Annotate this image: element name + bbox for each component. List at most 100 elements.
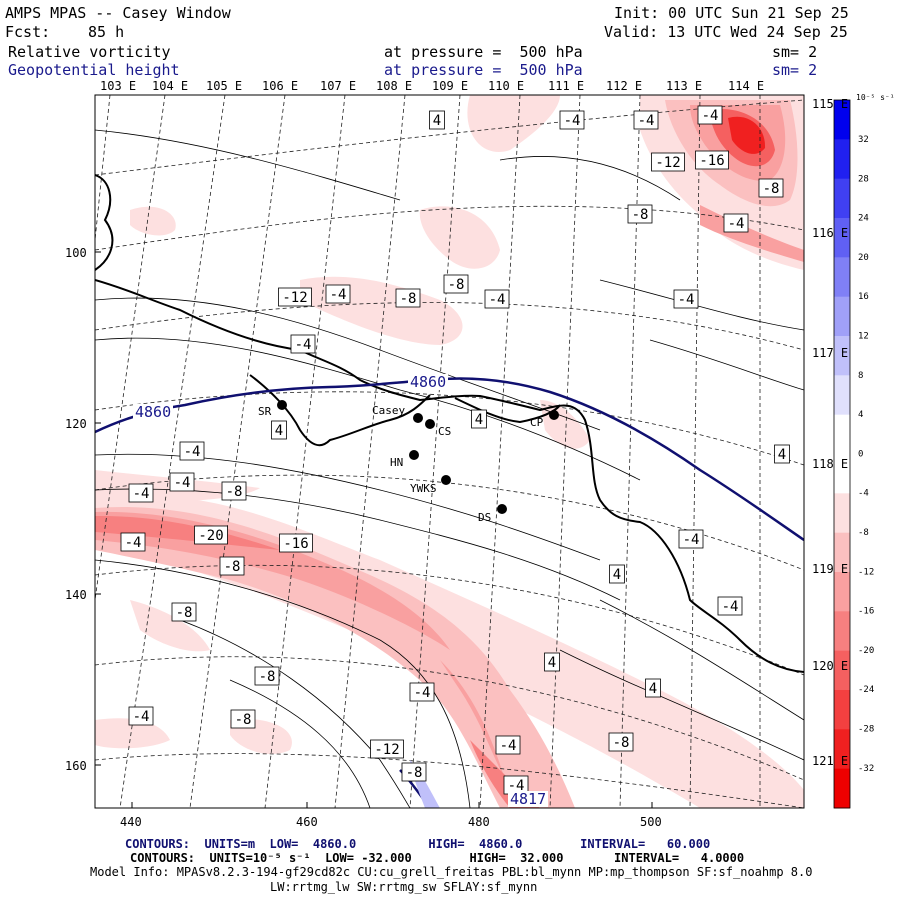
svg-text:-4: -4: [125, 535, 142, 551]
colorbar-segment: [834, 532, 850, 573]
height-label-bg: [508, 791, 548, 807]
valid-time: Valid: 13 UTC Wed 24 Sep 25: [604, 23, 848, 41]
colorbar-label: -12: [858, 567, 874, 577]
right-longitude-labels: 115 E 116 E 117 E 118 E 119 E 120 E 121 E: [812, 97, 848, 768]
height-labels: 4860 4860 4817: [133, 373, 548, 808]
colorbar-label: 12: [858, 332, 869, 342]
top-longitude-label: 109 E: [432, 79, 468, 93]
colorbar-segment: [834, 650, 850, 691]
vorticity-label: -4: [169, 472, 195, 492]
colorbar-segment: [834, 414, 850, 455]
colorbar: 10⁻⁵ s⁻¹ 32 28 24 20 16 12 8 4 0 -4 -8 -12 -16 -20 -24 -…: [834, 93, 895, 809]
right-longitude-label: 118 E: [812, 457, 848, 471]
stations: SR Casey CS CP HN YWKS DS: [258, 400, 559, 524]
vorticity-label: -4: [559, 110, 585, 130]
y-axis-labels: 100 120 140 160: [65, 246, 87, 773]
right-longitude-label: 115 E: [812, 97, 848, 111]
svg-text:-4: -4: [133, 486, 150, 502]
svg-text:-4: -4: [678, 292, 695, 308]
init-time: Init: 00 UTC Sun 21 Sep 25: [614, 4, 849, 22]
svg-text:-4: -4: [564, 113, 581, 129]
svg-text:-8: -8: [400, 291, 417, 307]
x-axis-label: 500: [640, 815, 662, 829]
top-longitude-label: 111 E: [548, 79, 584, 93]
svg-text:-20: -20: [198, 528, 223, 544]
colorbar-label: 24: [858, 214, 869, 224]
x-axis-label: 480: [468, 815, 490, 829]
right-longitude-label: 120 E: [812, 659, 848, 673]
svg-text:-4: -4: [638, 113, 655, 129]
svg-text:-8: -8: [632, 207, 649, 223]
colorbar-label: -4: [858, 489, 869, 499]
station-sr: SR: [258, 400, 287, 418]
map-frame: [94, 94, 805, 809]
top-longitude-label: 113 E: [666, 79, 702, 93]
svg-text:4: 4: [548, 655, 556, 671]
vorticity-label: -4: [325, 284, 351, 304]
colorbar-label: 28: [858, 174, 869, 184]
svg-text:-12: -12: [655, 155, 680, 171]
field2-smoothing: sm= 2: [772, 61, 818, 79]
lat-lon-grid: [95, 95, 804, 808]
svg-text:-8: -8: [763, 181, 780, 197]
right-longitude-label: 121 E: [812, 754, 848, 768]
colorbar-label: -20: [858, 646, 874, 656]
y-axis-label: 100: [65, 246, 87, 260]
footer-physics-info: LW:rrtmg_lw SW:rrtmg_sw SFLAY:sf_mynn: [270, 880, 538, 894]
forecast-hour: 85 h: [88, 23, 125, 41]
svg-text:-4: -4: [489, 292, 506, 308]
footer-model-info: Model Info: MPASv8.2.3-194-gf29cd82c CU:…: [90, 865, 813, 879]
footer-height-contours: CONTOURS: UNITS=m LOW= 4860.0 HIGH= 4860…: [125, 837, 711, 851]
right-longitude-label: 119 E: [812, 562, 848, 576]
colorbar-segment: [834, 690, 850, 730]
vorticity-label: -4: [290, 334, 316, 354]
station-ywks: YWKS: [410, 475, 451, 495]
vorticity-label: -4: [503, 775, 529, 795]
colorbar-segment: [834, 178, 850, 219]
svg-text:-8: -8: [406, 765, 423, 781]
colorbar-label: 4: [858, 410, 863, 420]
vorticity-label: -16: [695, 150, 729, 170]
vorticity-label: -8: [443, 274, 469, 294]
top-longitude-label: 110 E: [488, 79, 524, 93]
svg-text:-4: -4: [330, 287, 347, 303]
colorbar-segment: [834, 218, 850, 258]
svg-text:YWKS: YWKS: [410, 482, 437, 495]
svg-text:4: 4: [778, 447, 786, 463]
vorticity-label: -8: [254, 666, 280, 686]
vorticity-label: -8: [230, 709, 256, 729]
height-label: 4817: [510, 790, 546, 808]
height-label: 4860: [135, 403, 171, 421]
svg-text:-4: -4: [174, 475, 191, 491]
station-cp: CP: [530, 410, 559, 429]
field1-level: at pressure = 500 hPa: [384, 43, 583, 61]
colorbar-segment: [834, 100, 850, 140]
colorbar-segment: [834, 572, 850, 612]
top-longitude-label: 114 E: [728, 79, 764, 93]
vorticity-label: -8: [401, 762, 427, 782]
colorbar-segment: [834, 336, 850, 376]
vorticity-label: 4: [645, 678, 661, 698]
vorticity-label: -4: [697, 105, 723, 125]
colorbar-label: -16: [858, 607, 874, 617]
vorticity-label: -4: [495, 735, 521, 755]
station-casey: Casey: [372, 404, 423, 423]
colorbar-label: 32: [858, 135, 869, 145]
vorticity-label: -12: [651, 152, 685, 172]
vorticity-label: -4: [717, 596, 743, 616]
vorticity-label: -8: [608, 732, 634, 752]
colorbar-label: -8: [858, 528, 869, 538]
y-axis-label: 160: [65, 759, 87, 773]
top-longitude-label: 104 E: [152, 79, 188, 93]
svg-text:4: 4: [433, 113, 441, 129]
svg-text:-4: -4: [728, 216, 745, 232]
svg-text:-8: -8: [448, 277, 465, 293]
vorticity-label: -12: [278, 287, 312, 307]
svg-text:-16: -16: [283, 536, 308, 552]
top-longitude-label: 112 E: [606, 79, 642, 93]
vorticity-label: -8: [627, 204, 653, 224]
vorticity-contours: [95, 129, 804, 808]
svg-text:-12: -12: [374, 742, 399, 758]
vorticity-label: -12: [370, 739, 404, 759]
right-longitude-label: 117 E: [812, 346, 848, 360]
